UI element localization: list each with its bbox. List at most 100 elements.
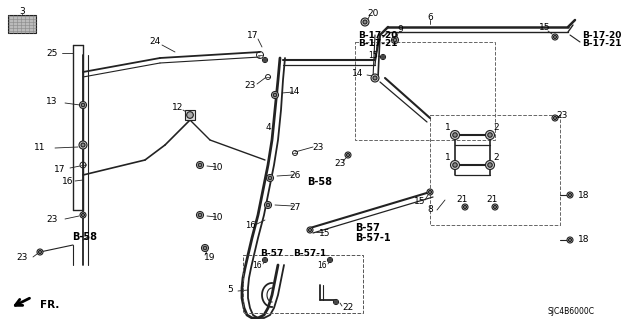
Text: B-17-21: B-17-21 <box>358 40 397 48</box>
Text: SJC4B6000C: SJC4B6000C <box>548 308 595 316</box>
Bar <box>430 115 560 225</box>
Circle shape <box>79 141 87 149</box>
Circle shape <box>198 163 202 167</box>
Circle shape <box>568 194 572 197</box>
Text: B-17-21: B-17-21 <box>582 40 621 48</box>
Text: 14: 14 <box>352 69 364 78</box>
Circle shape <box>202 244 209 251</box>
Circle shape <box>266 174 273 182</box>
Text: 6: 6 <box>427 13 433 23</box>
Text: 21: 21 <box>456 196 468 204</box>
Circle shape <box>452 133 457 137</box>
Circle shape <box>361 18 369 26</box>
Circle shape <box>79 101 86 108</box>
Circle shape <box>427 189 433 195</box>
Circle shape <box>333 300 339 305</box>
Text: B-17-20: B-17-20 <box>582 32 621 41</box>
Text: 3: 3 <box>19 8 25 17</box>
Circle shape <box>486 160 495 169</box>
Text: 13: 13 <box>46 98 58 107</box>
Circle shape <box>451 130 460 139</box>
Circle shape <box>187 112 193 118</box>
Text: 2: 2 <box>493 122 499 131</box>
Circle shape <box>554 116 557 120</box>
Text: 15: 15 <box>368 50 378 60</box>
Circle shape <box>373 76 377 80</box>
Text: 19: 19 <box>204 254 216 263</box>
Circle shape <box>345 152 351 158</box>
Circle shape <box>335 301 337 303</box>
Text: 14: 14 <box>289 87 301 97</box>
Text: 23: 23 <box>556 110 568 120</box>
Circle shape <box>346 153 349 157</box>
Circle shape <box>81 143 85 147</box>
Text: 15: 15 <box>319 228 331 238</box>
Circle shape <box>196 211 204 219</box>
Circle shape <box>488 133 492 137</box>
Text: 16: 16 <box>317 261 327 270</box>
Circle shape <box>393 38 397 42</box>
Circle shape <box>554 35 557 39</box>
Circle shape <box>262 57 268 63</box>
Text: 17: 17 <box>54 165 66 174</box>
Circle shape <box>37 249 43 255</box>
Text: B-57-1: B-57-1 <box>355 233 390 243</box>
Text: 20: 20 <box>367 9 379 18</box>
Text: B-17-20: B-17-20 <box>358 32 397 41</box>
Circle shape <box>463 205 467 209</box>
Circle shape <box>381 55 385 60</box>
Text: 8: 8 <box>427 205 433 214</box>
Text: 23: 23 <box>312 144 324 152</box>
Circle shape <box>262 257 268 263</box>
Text: 18: 18 <box>578 190 589 199</box>
Circle shape <box>429 190 431 194</box>
Text: 1: 1 <box>445 153 451 162</box>
Text: 10: 10 <box>212 164 224 173</box>
Text: 11: 11 <box>35 144 45 152</box>
Bar <box>185 110 195 120</box>
Text: 25: 25 <box>46 48 58 57</box>
Circle shape <box>493 205 497 209</box>
Circle shape <box>308 228 312 232</box>
Text: 1: 1 <box>445 122 451 131</box>
Text: 15: 15 <box>414 197 426 206</box>
Circle shape <box>371 74 379 82</box>
Circle shape <box>264 259 266 261</box>
Circle shape <box>264 202 271 209</box>
Text: 5: 5 <box>227 286 233 294</box>
Circle shape <box>552 115 558 121</box>
Circle shape <box>196 161 204 168</box>
Text: 26: 26 <box>289 170 301 180</box>
Text: 27: 27 <box>289 203 301 211</box>
Circle shape <box>271 92 278 99</box>
Text: B-57: B-57 <box>355 223 380 233</box>
Circle shape <box>568 239 572 241</box>
Circle shape <box>462 204 468 210</box>
Circle shape <box>328 257 333 263</box>
Circle shape <box>486 130 495 139</box>
Circle shape <box>452 163 457 167</box>
Bar <box>243 255 363 313</box>
Text: B-58: B-58 <box>307 177 332 187</box>
Circle shape <box>81 213 84 217</box>
Text: 23: 23 <box>46 216 58 225</box>
Text: B-57-1: B-57-1 <box>293 249 326 257</box>
Circle shape <box>266 203 269 207</box>
Circle shape <box>392 36 399 43</box>
Circle shape <box>567 237 573 243</box>
Text: B-57: B-57 <box>260 249 284 257</box>
Text: FR.: FR. <box>40 300 60 310</box>
Circle shape <box>329 259 332 261</box>
Circle shape <box>567 192 573 198</box>
Circle shape <box>451 160 460 169</box>
Text: 17: 17 <box>247 31 259 40</box>
Circle shape <box>80 212 86 218</box>
Circle shape <box>264 59 266 61</box>
Bar <box>8 15 36 33</box>
Text: 2: 2 <box>493 153 499 162</box>
Circle shape <box>81 103 84 107</box>
Circle shape <box>268 176 272 180</box>
Circle shape <box>492 204 498 210</box>
Bar <box>355 42 495 140</box>
Circle shape <box>273 93 276 97</box>
